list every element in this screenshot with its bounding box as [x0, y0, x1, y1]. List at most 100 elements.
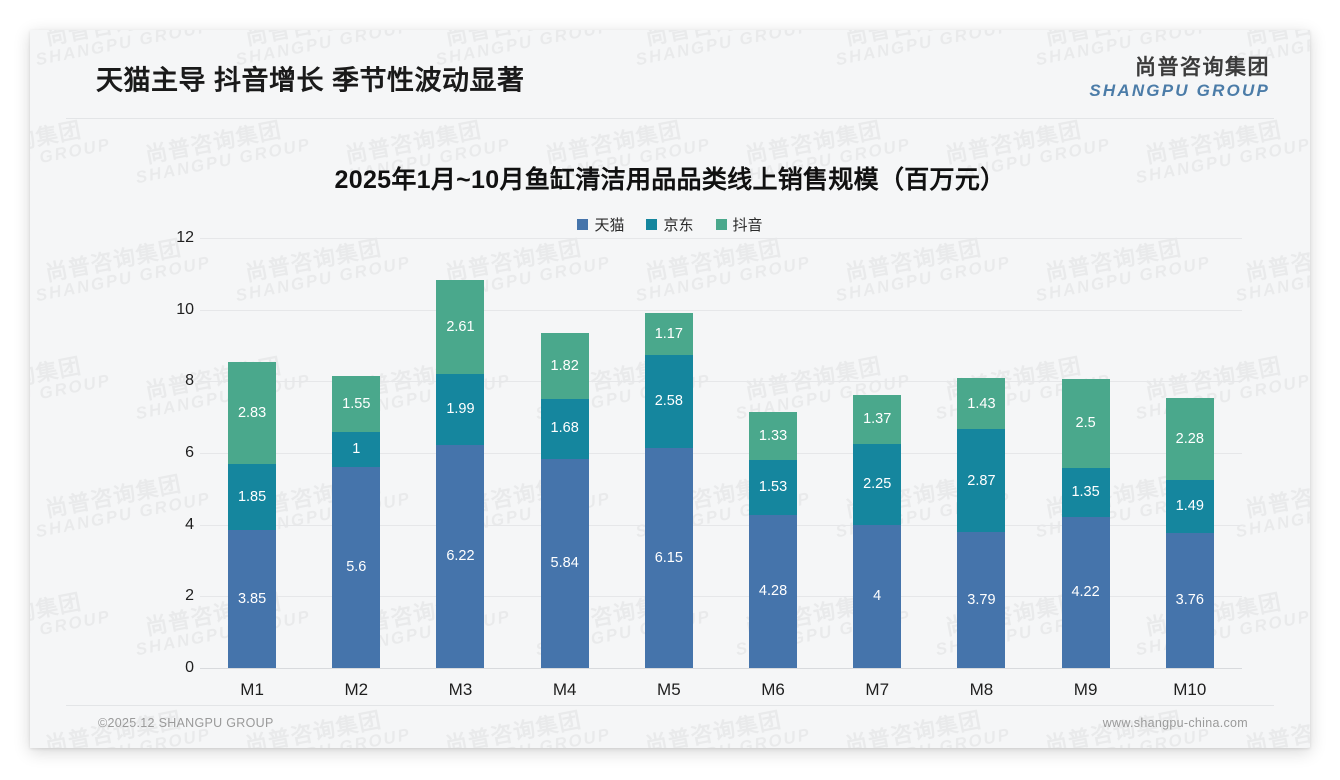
- bar-value-label: 3.76: [1175, 592, 1204, 609]
- bar-group[interactable]: 1.55 1 5.6: [332, 375, 381, 668]
- bar-segment-京东[interactable]: 1.49: [1165, 479, 1214, 534]
- bar-group[interactable]: 2.61 1.99 6.22: [436, 280, 485, 668]
- bar-segment-天猫[interactable]: 5.6: [332, 467, 381, 668]
- legend-label: 京东: [663, 217, 694, 234]
- bar-value-label: 1.53: [758, 478, 788, 495]
- bar-group[interactable]: 2.5 1.35 4.22: [1061, 378, 1110, 668]
- y-axis-tick-label: 0: [185, 659, 194, 676]
- bar-segment-京东[interactable]: 1.53: [749, 459, 798, 515]
- bar-segment-天猫[interactable]: 4.28: [749, 514, 798, 668]
- bar-segment-抖音[interactable]: 2.5: [1061, 378, 1110, 469]
- bar-segment-京东[interactable]: 1.68: [540, 398, 589, 459]
- x-axis-tick-label: M6: [761, 680, 785, 699]
- bar-segment-抖音[interactable]: 2.61: [436, 280, 485, 374]
- bar-segment-天猫[interactable]: 6.15: [644, 447, 693, 668]
- legend-item-京东[interactable]: 京东: [646, 214, 694, 235]
- footer-website[interactable]: www.shangpu-china.com: [1102, 716, 1248, 730]
- legend-label: 天猫: [594, 217, 625, 234]
- slide-header: 天猫主导 抖音增长 季节性波动显著 尚普咨询集团 SHANGPU GROUP: [30, 30, 1310, 114]
- bar-value-label: 1.49: [1175, 498, 1204, 515]
- bar-segment-抖音[interactable]: 2.83: [228, 362, 277, 464]
- bar-group[interactable]: 1.17 2.58 6.15: [644, 313, 693, 668]
- bar-segment-抖音[interactable]: 2.28: [1165, 398, 1214, 480]
- bar-segment-京东[interactable]: 1.85: [228, 463, 277, 531]
- footer-copyright: ©2025.12 SHANGPU GROUP: [98, 716, 274, 730]
- bar-value-label: 1.35: [1071, 484, 1100, 501]
- bar-group[interactable]: 2.83 1.85 3.85: [228, 362, 277, 668]
- gridline: [200, 309, 1242, 311]
- bar-value-label: 3.79: [967, 591, 996, 608]
- bar-segment-天猫[interactable]: 3.76: [1165, 533, 1214, 668]
- bar-segment-天猫[interactable]: 5.84: [540, 458, 589, 668]
- bar-segment-京东[interactable]: 1: [332, 431, 381, 468]
- legend-item-抖音[interactable]: 抖音: [715, 214, 763, 235]
- bar-group[interactable]: 1.43 2.87 3.79: [957, 378, 1006, 668]
- y-axis-tick-label: 10: [176, 300, 194, 318]
- bar-segment-天猫[interactable]: 3.85: [228, 530, 277, 668]
- bar-group[interactable]: 1.37 2.25 4: [853, 394, 902, 668]
- x-axis-tick-label: M10: [1173, 680, 1207, 699]
- gridline: [200, 381, 1242, 383]
- bar-value-label: 3.85: [237, 590, 267, 607]
- chart-title: 2025年1月~10月鱼缸清洁用品品类线上销售规模（百万元）: [334, 166, 1006, 194]
- x-axis-tick-label: M4: [552, 680, 577, 699]
- bar-segment-天猫[interactable]: 6.22: [436, 445, 485, 668]
- bar-segment-抖音[interactable]: 1.43: [957, 378, 1006, 430]
- y-axis-tick-label: 2: [185, 587, 194, 605]
- x-axis-labels: M1 M2 M3 M4 M5 M6 M7 M8 M9 M10: [200, 670, 1242, 710]
- x-axis-tick-label: M9: [1073, 680, 1098, 699]
- bar-value-label: 2.25: [863, 476, 892, 493]
- bar-value-label: 6.15: [654, 549, 683, 566]
- bar-segment-京东[interactable]: 1.99: [436, 373, 485, 446]
- bar-segment-京东[interactable]: 2.87: [957, 429, 1006, 533]
- bar-value-label: 2.58: [654, 393, 683, 410]
- bar-segment-抖音[interactable]: 1.17: [644, 313, 693, 356]
- bar-segment-抖音[interactable]: 1.55: [332, 375, 381, 432]
- bar-value-label: 5.6: [346, 559, 367, 576]
- x-axis-tick-label: M7: [865, 680, 890, 699]
- y-axis-tick-label: 6: [185, 444, 194, 461]
- bar-value-label: 1.33: [758, 427, 788, 444]
- bar-segment-天猫[interactable]: 4: [853, 524, 902, 668]
- bar-value-label: 5.84: [550, 555, 579, 572]
- bar-value-label: 1.43: [967, 395, 996, 412]
- bar-segment-京东[interactable]: 2.25: [853, 444, 902, 525]
- bar-group[interactable]: 2.28 1.49 3.76: [1165, 398, 1214, 668]
- bar-segment-抖音[interactable]: 1.37: [853, 394, 902, 445]
- bar-segment-天猫[interactable]: 3.79: [957, 532, 1006, 668]
- bar-value-label: 1.37: [863, 411, 892, 428]
- gridline: [200, 524, 1242, 526]
- brand-name-en: SHANGPU GROUP: [1089, 81, 1270, 101]
- bar-segment-抖音[interactable]: 1.33: [749, 412, 798, 460]
- bar-value-label: 1.99: [446, 401, 475, 418]
- legend-item-天猫[interactable]: 天猫: [577, 214, 624, 235]
- footer-divider: [66, 705, 1274, 706]
- bar-value-label: 2.28: [1175, 430, 1204, 447]
- chart-legend: 天猫 京东 抖音: [30, 214, 1310, 235]
- bar-group[interactable]: 1.82 1.68 5.84: [540, 333, 589, 668]
- bar-value-label: 2.87: [967, 472, 996, 489]
- bar-segment-京东[interactable]: 2.58: [644, 355, 693, 448]
- bar-value-label: 1.85: [237, 488, 267, 505]
- legend-label: 抖音: [732, 217, 763, 234]
- bar-value-label: 1.17: [654, 325, 683, 342]
- y-axis-tick-label: 12: [176, 229, 194, 246]
- bar-segment-京东[interactable]: 1.35: [1061, 468, 1110, 517]
- bar-value-label: 2.5: [1075, 415, 1096, 432]
- bar-segment-抖音[interactable]: 1.82: [540, 333, 589, 399]
- legend-swatch-icon: [577, 219, 589, 230]
- y-axis-tick-label: 4: [185, 515, 194, 533]
- bar-segment-天猫[interactable]: 4.22: [1061, 516, 1110, 668]
- bar-value-label: 1: [352, 441, 361, 458]
- legend-swatch-icon: [715, 219, 727, 230]
- bar-value-label: 4.28: [758, 583, 788, 600]
- bar-group[interactable]: 1.33 1.53 4.28: [749, 412, 798, 668]
